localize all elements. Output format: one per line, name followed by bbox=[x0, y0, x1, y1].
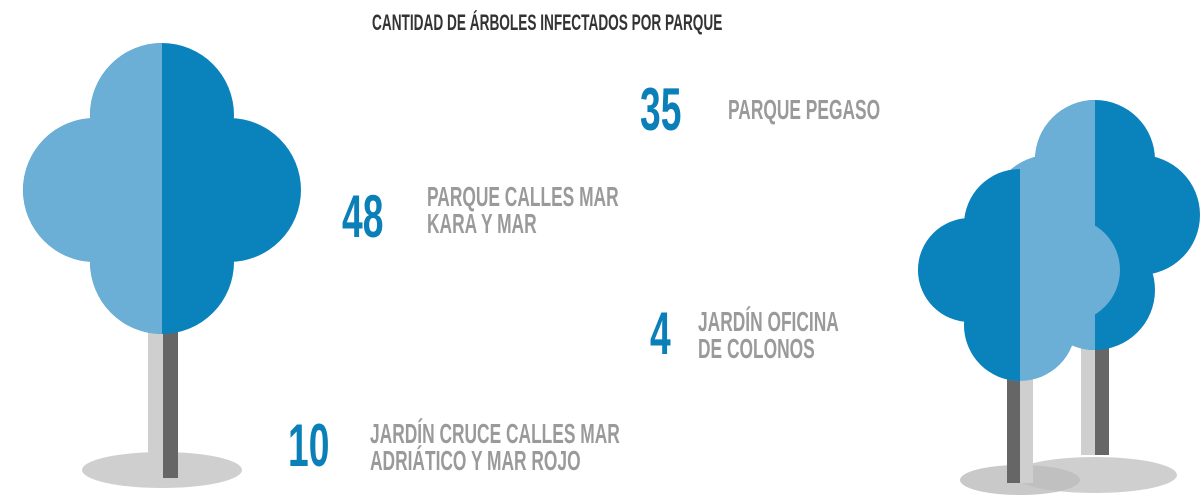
count: 48 bbox=[342, 183, 384, 250]
right-trees bbox=[918, 100, 1200, 495]
count: 10 bbox=[288, 412, 330, 479]
park-name: JARDÍN OFICINA bbox=[698, 306, 839, 337]
park-name: ADRIÁTICO Y MAR ROJO bbox=[370, 445, 581, 476]
left-tree bbox=[23, 43, 301, 488]
count: 4 bbox=[650, 300, 671, 367]
park-name: KARA Y MAR bbox=[427, 208, 537, 239]
park-name: PARQUE CALLES MAR bbox=[427, 181, 619, 212]
count: 35 bbox=[640, 76, 682, 143]
park-name: DE COLONOS bbox=[698, 333, 815, 364]
park-name: JARDÍN CRUCE CALLES MAR bbox=[370, 418, 620, 449]
title: CANTIDAD DE ÁRBOLES INFECTADOS POR PARQU… bbox=[372, 10, 723, 35]
park-name: PARQUE PEGASO bbox=[728, 94, 881, 125]
